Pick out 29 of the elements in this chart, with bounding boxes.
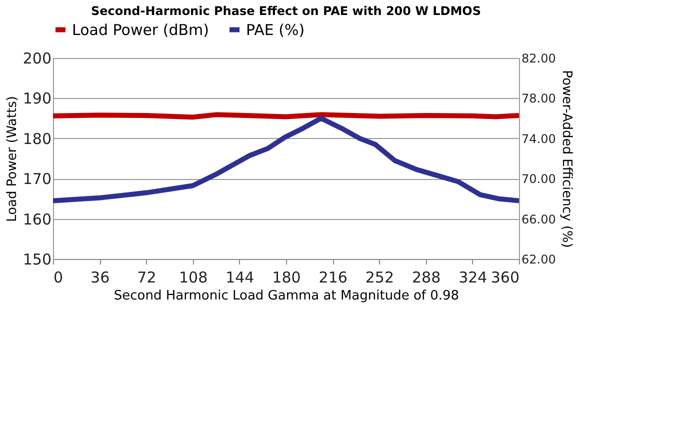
y-tick-label: 170 — [22, 170, 52, 188]
y2-tick-label: 74.00 — [522, 132, 556, 146]
x-tick-label: 216 — [318, 268, 348, 286]
y-tick-label: 190 — [22, 90, 52, 108]
x-tick-label: 144 — [226, 268, 254, 286]
y-tick-label: 200 — [22, 50, 52, 68]
y-tick-label: 160 — [22, 210, 52, 228]
y2-tick-label: 70.00 — [522, 172, 556, 186]
x-tick-label: 108 — [178, 268, 208, 286]
x-tick-label: 288 — [412, 268, 441, 286]
y-tick-label: 180 — [22, 130, 52, 148]
chart-title: Second-Harmonic Phase Effect on PAE with 200 W LDMOS — [91, 4, 481, 18]
x-tick-label: 36 — [90, 268, 110, 286]
y2-axis-title: Power-Added Efficiency (%) — [558, 70, 574, 248]
legend-label: PAE (%) — [246, 20, 305, 39]
y2-tick-label: 62.00 — [522, 252, 556, 266]
y-tick-label: 150 — [22, 250, 52, 268]
x-axis-title: Second Harmonic Load Gamma at Magnitude of 0.98 — [114, 288, 460, 304]
x-tick-label: 180 — [272, 268, 301, 286]
y2-tick-label: 66.00 — [522, 212, 556, 226]
x-tick-label: 72 — [137, 268, 156, 286]
x-tick-label: 252 — [365, 268, 394, 286]
x-tick-label: 0 — [54, 268, 64, 286]
y2-tick-label: 78.00 — [522, 92, 556, 106]
y2-tick-label: 82.00 — [522, 52, 556, 66]
x-tick-label: 360 — [490, 268, 520, 286]
x-tick-label: 324 — [458, 268, 488, 286]
y-axis-title: Load Power (Watts) — [4, 96, 20, 222]
legend-label: Load Power (dBm) — [72, 20, 209, 39]
